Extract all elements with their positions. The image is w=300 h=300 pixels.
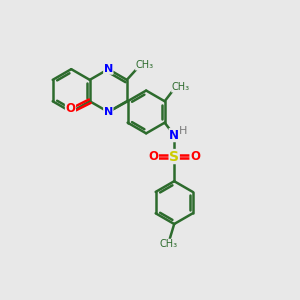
Text: CH₃: CH₃ (136, 60, 154, 70)
Text: H: H (179, 126, 187, 136)
Text: N: N (169, 129, 179, 142)
Text: CH₃: CH₃ (172, 82, 190, 92)
Text: O: O (65, 102, 75, 115)
Text: O: O (190, 150, 200, 163)
Text: S: S (169, 149, 179, 164)
Text: O: O (148, 150, 158, 163)
Text: N: N (104, 64, 113, 74)
Text: N: N (104, 107, 113, 117)
Text: CH₃: CH₃ (159, 239, 177, 249)
